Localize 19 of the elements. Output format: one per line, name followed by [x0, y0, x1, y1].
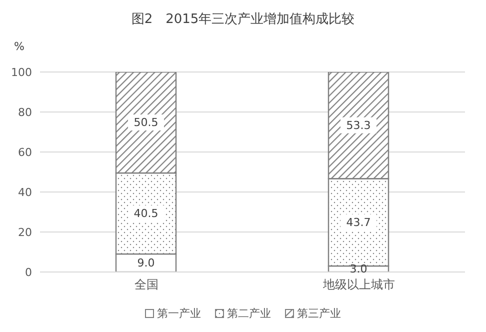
legend-label: 第三产业 — [297, 306, 341, 321]
y-tick-label: 80 — [18, 106, 32, 119]
data-label: 53.3 — [346, 118, 371, 132]
y-tick-label: 0 — [25, 266, 32, 279]
chart-title: 图2 2015年三次产业增加值构成比较 — [130, 11, 356, 28]
data-label: 43.7 — [346, 216, 371, 229]
data-label: 50.5 — [134, 116, 158, 129]
data-label: 40.5 — [134, 207, 158, 220]
x-tick-label: 地级以上城市 — [322, 278, 395, 292]
data-label: 9.0 — [137, 256, 155, 270]
x-tick-label: 全国 — [134, 278, 158, 292]
data-label: 3.0 — [350, 262, 368, 276]
y-axis-title: % — [14, 40, 24, 53]
y-tick-label: 20 — [18, 226, 32, 239]
legend-label: 第一产业 — [157, 306, 201, 321]
y-tick-label: 100 — [11, 66, 32, 79]
y-tick-label: 40 — [18, 186, 32, 199]
legend-label: 第二产业 — [227, 306, 271, 321]
y-tick-label: 60 — [18, 146, 32, 159]
